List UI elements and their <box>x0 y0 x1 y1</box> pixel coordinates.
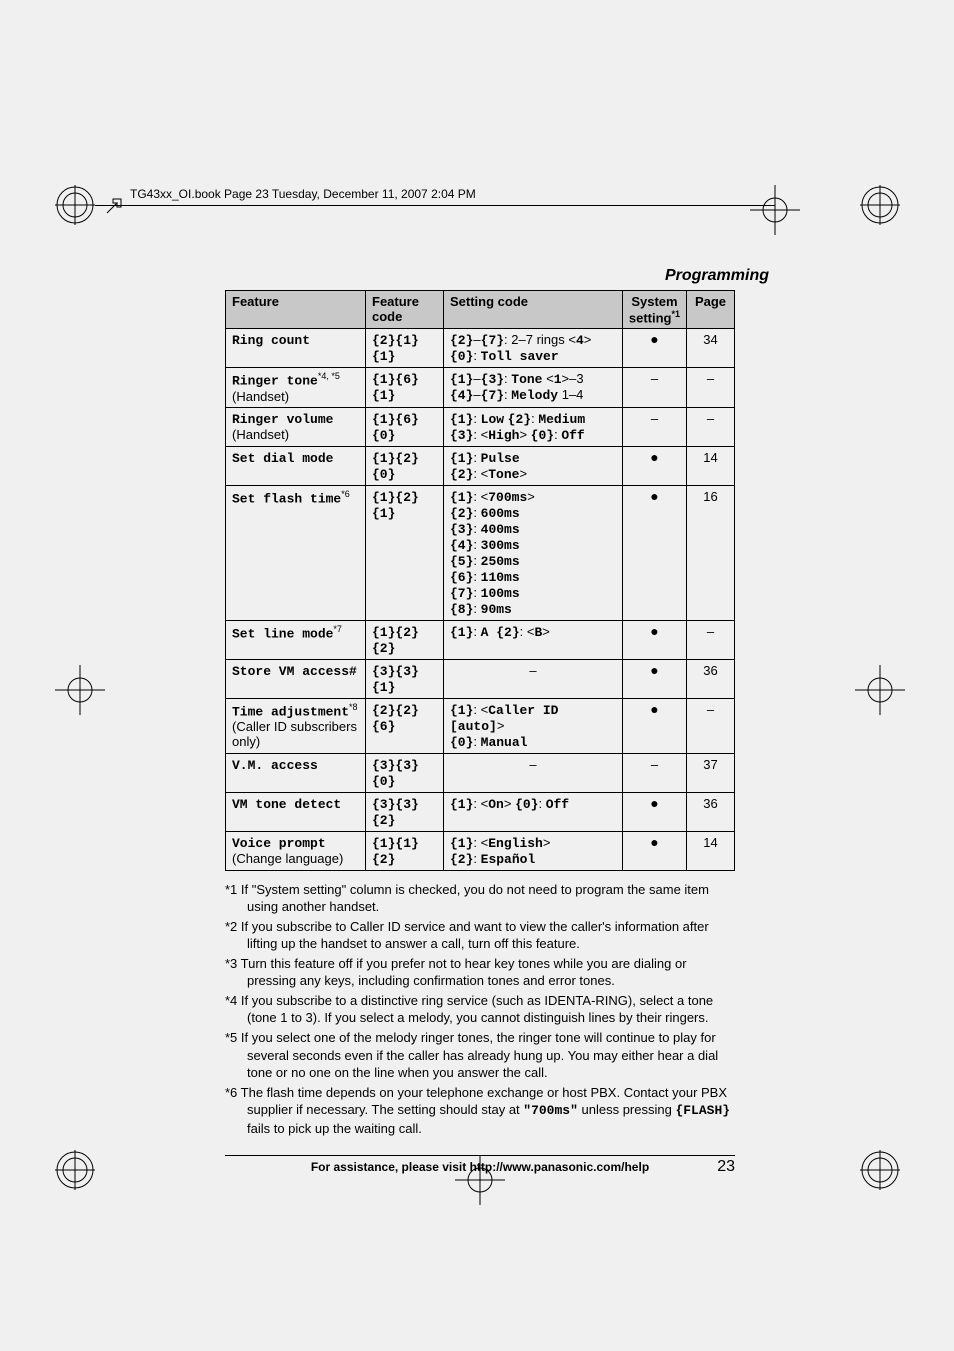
content-area: Feature Feature code Setting code System… <box>225 290 735 1139</box>
cell-feature: Ringer volume(Handset) <box>226 407 366 446</box>
cell-page: 36 <box>687 659 735 698</box>
footnote: *2 If you subscribe to Caller ID service… <box>225 918 735 953</box>
cell-system: ● <box>622 698 686 753</box>
footnote: *5 If you select one of the melody ringe… <box>225 1029 735 1082</box>
section-title: Programming <box>665 267 769 285</box>
cell-setting: {1}: <English>{2}: Español <box>444 831 623 870</box>
cell-feature: V.M. access <box>226 753 366 792</box>
cell-code: {1}{2}{0} <box>366 446 444 485</box>
cell-system: ● <box>622 446 686 485</box>
cell-page: – <box>687 620 735 659</box>
cell-page: 14 <box>687 446 735 485</box>
cell-setting: {2}–{7}: 2–7 rings <4>{0}: Toll saver <box>444 329 623 368</box>
reg-mark-bl <box>55 1150 95 1190</box>
cell-code: {1}{2}{2} <box>366 620 444 659</box>
cell-code: {3}{3}{2} <box>366 792 444 831</box>
cell-code: {3}{3}{0} <box>366 753 444 792</box>
cell-feature: Set dial mode <box>226 446 366 485</box>
cell-system: ● <box>622 329 686 368</box>
cell-feature: Voice prompt(Change language) <box>226 831 366 870</box>
footnote: *1 If "System setting" column is checked… <box>225 881 735 916</box>
feature-table: Feature Feature code Setting code System… <box>225 290 735 871</box>
cell-page: 37 <box>687 753 735 792</box>
cell-feature: VM tone detect <box>226 792 366 831</box>
reg-mark-tl <box>55 185 95 225</box>
cell-setting: {1}: <Caller ID [auto]>{0}: Manual <box>444 698 623 753</box>
th-feature-code: Feature code <box>366 291 444 329</box>
cell-setting: {1}: Pulse{2}: <Tone> <box>444 446 623 485</box>
table-row: Set dial mode{1}{2}{0}{1}: Pulse{2}: <To… <box>226 446 735 485</box>
cell-feature: Store VM access# <box>226 659 366 698</box>
cell-page: – <box>687 407 735 446</box>
cross-mark-left <box>55 665 105 715</box>
footnote: *4 If you subscribe to a distinctive rin… <box>225 992 735 1027</box>
cell-system: ● <box>622 620 686 659</box>
cell-system: – <box>622 753 686 792</box>
cross-mark-right <box>855 665 905 715</box>
cross-mark-top <box>750 185 800 235</box>
cell-code: {3}{3}{1} <box>366 659 444 698</box>
footer-text: For assistance, please visit http://www.… <box>311 1160 649 1174</box>
cell-page: – <box>687 698 735 753</box>
cell-code: {2}{2}{6} <box>366 698 444 753</box>
cell-setting: {1}: <On> {0}: Off <box>444 792 623 831</box>
cell-feature: Ringer tone*4, *5(Handset) <box>226 368 366 407</box>
table-row: Set flash time*6{1}{2}{1}{1}: <700ms>{2}… <box>226 485 735 620</box>
table-row: VM tone detect{3}{3}{2}{1}: <On> {0}: Of… <box>226 792 735 831</box>
cell-setting: {1}: A {2}: <B> <box>444 620 623 659</box>
th-feature: Feature <box>226 291 366 329</box>
table-row: Time adjustment*8(Caller ID subscribers … <box>226 698 735 753</box>
cell-feature: Set line mode*7 <box>226 620 366 659</box>
cell-page: 16 <box>687 485 735 620</box>
table-row: Ringer tone*4, *5(Handset){1}{6}{1}{1}–{… <box>226 368 735 407</box>
cell-page: 14 <box>687 831 735 870</box>
book-page-marker: TG43xx_OI.book Page 23 Tuesday, December… <box>130 187 476 201</box>
cell-setting: {1}: <700ms>{2}: 600ms{3}: 400ms{4}: 300… <box>444 485 623 620</box>
cell-feature: Ring count <box>226 329 366 368</box>
footnote: *3 Turn this feature off if you prefer n… <box>225 955 735 990</box>
cell-setting: {1}: Low {2}: Medium{3}: <High> {0}: Off <box>444 407 623 446</box>
cell-setting: {1}–{3}: Tone <1>–3{4}–{7}: Melody 1–4 <box>444 368 623 407</box>
cell-code: {1}{2}{1} <box>366 485 444 620</box>
table-row: Set line mode*7{1}{2}{2}{1}: A {2}: <B>●… <box>226 620 735 659</box>
cell-system: – <box>622 407 686 446</box>
reg-mark-br <box>860 1150 900 1190</box>
cell-setting: – <box>444 659 623 698</box>
cell-system: ● <box>622 659 686 698</box>
reg-mark-tr <box>860 185 900 225</box>
table-row: Ringer volume(Handset){1}{6}{0}{1}: Low … <box>226 407 735 446</box>
cell-code: {1}{1}{2} <box>366 831 444 870</box>
cell-feature: Set flash time*6 <box>226 485 366 620</box>
arrow-mark <box>105 195 125 220</box>
table-row: V.M. access{3}{3}{0}––37 <box>226 753 735 792</box>
th-page: Page <box>687 291 735 329</box>
cell-page: – <box>687 368 735 407</box>
top-rule <box>95 205 775 206</box>
th-setting-code: Setting code <box>444 291 623 329</box>
table-row: Ring count{2}{1}{1}{2}–{7}: 2–7 rings <4… <box>226 329 735 368</box>
page-number: 23 <box>717 1158 735 1176</box>
footnotes: *1 If "System setting" column is checked… <box>225 881 735 1138</box>
cell-system: – <box>622 368 686 407</box>
table-row: Voice prompt(Change language){1}{1}{2}{1… <box>226 831 735 870</box>
footer: For assistance, please visit http://www.… <box>225 1155 735 1174</box>
cell-code: {2}{1}{1} <box>366 329 444 368</box>
cell-code: {1}{6}{1} <box>366 368 444 407</box>
cell-system: ● <box>622 485 686 620</box>
cell-feature: Time adjustment*8(Caller ID subscribers … <box>226 698 366 753</box>
cell-page: 36 <box>687 792 735 831</box>
cell-code: {1}{6}{0} <box>366 407 444 446</box>
cell-system: ● <box>622 831 686 870</box>
th-system: System setting*1 <box>622 291 686 329</box>
table-row: Store VM access#{3}{3}{1}–●36 <box>226 659 735 698</box>
cell-setting: – <box>444 753 623 792</box>
cell-system: ● <box>622 792 686 831</box>
footnote: *6 The flash time depends on your teleph… <box>225 1084 735 1138</box>
cell-page: 34 <box>687 329 735 368</box>
